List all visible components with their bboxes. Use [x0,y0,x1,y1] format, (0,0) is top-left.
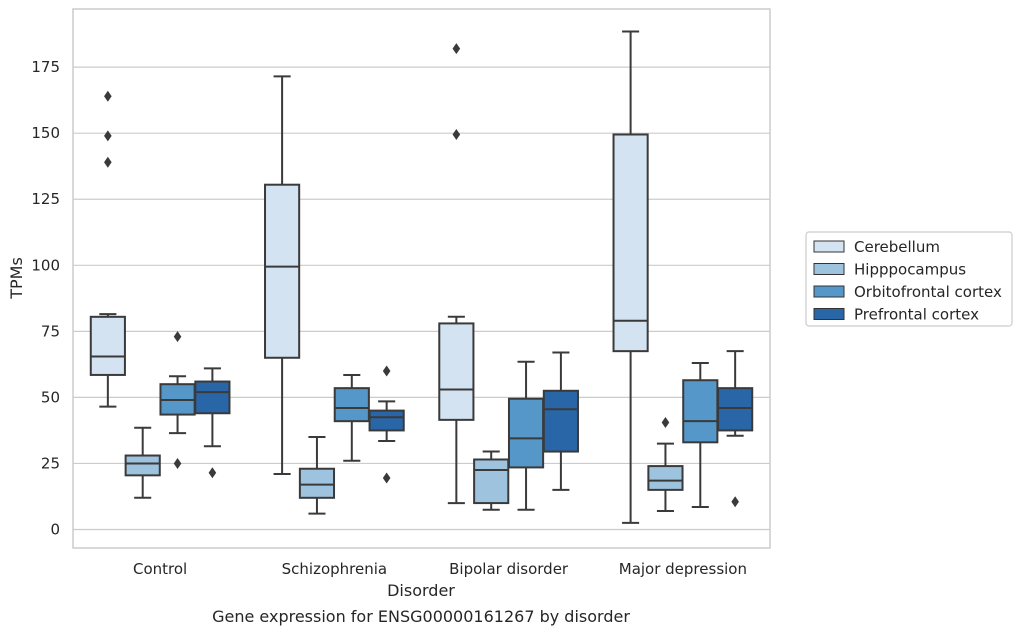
box [473,450,510,511]
box-body [542,389,579,453]
box [507,360,545,511]
x-axis-ticks: Control Schizophrenia Bipolar disorder Majo… [133,560,747,578]
box-body [194,380,231,415]
outlier-point [452,129,461,141]
box [124,426,161,499]
plot-border [72,8,771,549]
x-tick-label: Bipolar disorder [449,560,569,578]
box [682,362,719,509]
box-body [473,458,510,505]
box [298,436,336,515]
outlier-point [731,496,739,508]
box [159,331,196,469]
outlier-point [104,130,112,142]
outlier-point [661,416,670,428]
box [333,373,370,462]
legend-label: Prefrontal cortex [854,306,979,324]
y-tick-label: 25 [41,454,60,472]
box-body [682,379,719,444]
legend-swatch [813,285,845,298]
y-tick-label: 150 [31,124,60,142]
box-body [717,387,754,432]
box-body [89,315,126,376]
box-plot-series [89,30,754,524]
plot-frame [72,8,771,549]
outlier-point [173,331,182,343]
box [438,43,475,505]
outlier-point [452,43,461,55]
legend-swatch [813,263,845,275]
box [264,75,301,476]
y-axis-label: TPMs [7,257,26,300]
y-tick-label: 125 [31,190,60,208]
x-axis-label: Disorder [387,581,455,600]
box-body [507,397,545,469]
box-body [647,465,684,491]
box [717,350,754,508]
outlier-point [382,472,391,484]
box-body [298,467,336,499]
y-tick-label: 0 [50,521,60,539]
x-tick-label: Control [133,560,187,578]
outlier-point [173,457,182,469]
y-tick-label: 75 [41,322,60,340]
box [647,416,684,513]
legend-label: Hipppocampus [854,261,966,279]
outlier-point [208,467,217,479]
y-axis-ticks: 0 25 50 75 100 125 150 175 [31,58,60,538]
box-body [612,133,649,353]
outlier-point [104,156,112,168]
y-tick-label: 50 [41,388,60,406]
outlier-point [104,90,112,102]
box-body [124,454,161,477]
x-tick-label: Major depression [619,560,747,578]
chart-caption: Gene expression for ENSG00000161267 by d… [212,607,630,626]
box-body [438,322,475,421]
x-tick-label: Schizophrenia [282,560,387,578]
box [368,365,405,484]
legend-label: Cerebellum [854,238,940,256]
legend-label: Orbitofrontal cortex [854,283,1002,301]
legend: Cerebellum Hipppocampus Orbitofrontal cort… [805,231,1013,327]
outlier-point [382,365,391,377]
box-body [264,183,301,359]
box-body [333,387,370,423]
box [89,90,126,408]
box-body [368,409,405,432]
legend-swatch [813,240,845,253]
legend-frame [805,231,1013,327]
box [542,351,579,491]
y-tick-label: 100 [31,256,60,274]
box [194,367,231,479]
box [612,30,649,524]
y-tick-label: 175 [31,58,60,76]
legend-swatch [813,308,845,320]
